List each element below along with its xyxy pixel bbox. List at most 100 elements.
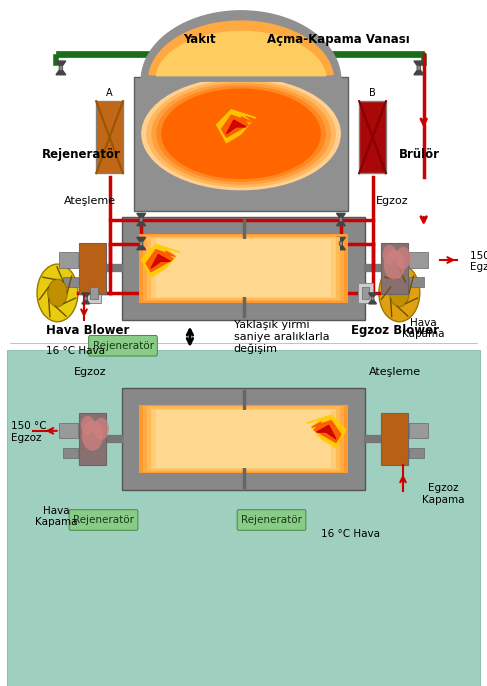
Circle shape <box>383 245 396 264</box>
Bar <box>122 388 365 490</box>
Bar <box>155 239 332 297</box>
Circle shape <box>371 296 374 300</box>
Text: 150 °C
Egzoz: 150 °C Egzoz <box>470 250 487 272</box>
Ellipse shape <box>156 86 326 182</box>
Bar <box>122 217 365 320</box>
Bar <box>151 409 336 469</box>
Text: B: B <box>369 88 376 98</box>
Polygon shape <box>217 110 256 143</box>
Text: Açma-Kapama Vanası: Açma-Kapama Vanası <box>267 33 410 45</box>
Polygon shape <box>222 115 251 137</box>
Bar <box>409 448 425 458</box>
Polygon shape <box>82 298 90 304</box>
Bar <box>0 0 487 343</box>
Text: Egzoz Blower: Egzoz Blower <box>351 324 439 337</box>
Circle shape <box>390 279 409 307</box>
Circle shape <box>395 247 411 269</box>
Bar <box>91 287 97 299</box>
Bar <box>381 243 408 294</box>
Circle shape <box>417 65 421 71</box>
Polygon shape <box>151 255 170 268</box>
Polygon shape <box>337 220 345 226</box>
Bar <box>62 448 78 458</box>
Text: A: A <box>106 88 113 98</box>
Polygon shape <box>141 11 341 80</box>
Ellipse shape <box>151 83 331 185</box>
Bar <box>79 243 106 294</box>
Bar <box>143 235 344 301</box>
Polygon shape <box>137 237 146 244</box>
Polygon shape <box>141 244 180 277</box>
Ellipse shape <box>141 77 341 191</box>
Circle shape <box>139 241 143 246</box>
Polygon shape <box>369 298 376 304</box>
Text: Egzoz: Egzoz <box>376 196 408 206</box>
Text: Rejeneratör: Rejeneratör <box>41 148 120 161</box>
Bar <box>409 423 429 438</box>
Ellipse shape <box>161 88 321 179</box>
Text: Rejeneratör: Rejeneratör <box>93 341 154 351</box>
Polygon shape <box>337 244 345 250</box>
Circle shape <box>384 250 405 280</box>
Polygon shape <box>146 250 175 272</box>
Polygon shape <box>414 68 424 75</box>
Bar <box>87 283 101 303</box>
Circle shape <box>94 418 109 440</box>
Circle shape <box>139 217 143 222</box>
Circle shape <box>82 421 103 451</box>
Circle shape <box>84 296 87 300</box>
Polygon shape <box>337 237 345 244</box>
Text: Hava Blower: Hava Blower <box>46 324 130 337</box>
Polygon shape <box>337 213 345 220</box>
Circle shape <box>339 241 343 246</box>
Circle shape <box>37 264 78 322</box>
Bar <box>134 78 348 211</box>
Bar <box>155 410 332 468</box>
Bar <box>359 101 386 173</box>
Text: 150 °C
Egzoz: 150 °C Egzoz <box>11 421 46 443</box>
Text: Rejeneratör: Rejeneratör <box>241 515 302 525</box>
Text: Egzoz: Egzoz <box>74 367 106 377</box>
Text: Hava
Kapama: Hava Kapama <box>35 506 77 528</box>
Polygon shape <box>137 213 146 220</box>
Text: Ateşleme: Ateşleme <box>64 196 116 206</box>
Polygon shape <box>56 61 66 68</box>
FancyBboxPatch shape <box>237 510 306 530</box>
Text: Rejeneratör: Rejeneratör <box>73 515 134 525</box>
Polygon shape <box>226 120 246 134</box>
Polygon shape <box>149 21 333 75</box>
FancyBboxPatch shape <box>89 335 157 356</box>
Bar <box>139 234 348 303</box>
FancyBboxPatch shape <box>69 510 138 530</box>
Circle shape <box>339 217 343 222</box>
Bar <box>143 406 344 472</box>
Ellipse shape <box>146 80 336 187</box>
Bar <box>62 276 78 287</box>
Text: Yaklaşık yirmi
saniye aralıklarla
değişim: Yaklaşık yirmi saniye aralıklarla değişi… <box>234 320 329 354</box>
Polygon shape <box>317 425 336 439</box>
Bar <box>151 238 336 298</box>
Polygon shape <box>137 244 146 250</box>
Polygon shape <box>156 32 326 75</box>
Polygon shape <box>414 61 424 68</box>
Bar <box>147 237 340 300</box>
Polygon shape <box>82 293 90 298</box>
Bar <box>139 405 348 473</box>
Bar <box>59 252 78 268</box>
Bar <box>59 423 78 438</box>
Circle shape <box>81 416 94 435</box>
Text: Ateşleme: Ateşleme <box>368 367 421 377</box>
Text: 16 °C Hava: 16 °C Hava <box>321 529 380 539</box>
Circle shape <box>48 279 67 307</box>
Bar <box>96 101 123 173</box>
Text: 16 °C Hava: 16 °C Hava <box>46 346 105 355</box>
Bar <box>409 276 425 287</box>
Circle shape <box>379 264 420 322</box>
Text: Yakıt: Yakıt <box>184 33 216 45</box>
Polygon shape <box>137 220 146 226</box>
Bar <box>147 407 340 471</box>
Circle shape <box>59 65 63 71</box>
Bar <box>56 51 424 57</box>
Text: Hava
Kapama: Hava Kapama <box>402 318 445 340</box>
Polygon shape <box>369 293 376 298</box>
